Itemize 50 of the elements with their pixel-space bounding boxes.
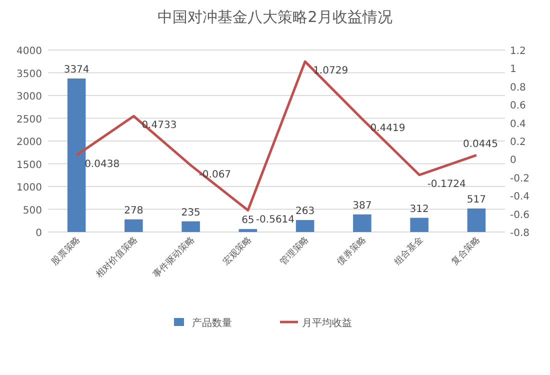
bar — [238, 229, 258, 232]
data-label: 517 — [466, 194, 486, 206]
data-label: 3374 — [64, 64, 90, 76]
y-tick-label: 4000 — [16, 46, 42, 57]
y2-tick-label: 1.2 — [510, 46, 526, 57]
y-tick-label: 2000 — [16, 137, 42, 148]
y2-tick-label: -0.8 — [510, 228, 530, 239]
data-label: 263 — [296, 206, 315, 218]
bar — [410, 218, 428, 232]
bar — [467, 208, 486, 232]
y2-tick-label: -0.4 — [510, 192, 530, 203]
y-tick-label: 1000 — [16, 182, 42, 194]
bar — [296, 220, 314, 232]
x-tick-label: 管理策略 — [278, 234, 312, 268]
data-label: 235 — [181, 207, 200, 218]
y-tick-label: 1500 — [16, 160, 42, 171]
data-label: 312 — [410, 204, 429, 215]
y2-tick-label: 0.2 — [510, 137, 526, 148]
y-tick-label: 3000 — [16, 92, 42, 102]
y2-tick-label: -0.6 — [510, 210, 530, 221]
y-tick-label: 0 — [36, 228, 42, 239]
data-label: 65 — [242, 215, 254, 226]
y2-tick-label: 0.4 — [510, 118, 526, 130]
y2-tick-label: 0 — [510, 155, 516, 166]
data-label: -0.5614 — [256, 214, 295, 226]
chart-title: 中国对冲基金八大策略2月收益情况 — [158, 8, 392, 26]
y2-tick-label: 0.6 — [510, 100, 526, 112]
y-tick-label: 3500 — [16, 68, 42, 80]
legend-label: 产品数量 — [192, 317, 232, 329]
bar — [124, 219, 143, 232]
x-tick-label: 宏观策略 — [220, 234, 254, 268]
y2-tick-label: 0.8 — [510, 82, 526, 94]
bar — [182, 221, 200, 232]
y2-tick-label: 1 — [510, 64, 516, 76]
y-tick-label: 500 — [22, 205, 42, 216]
data-label: 0.0445 — [462, 139, 498, 150]
x-tick-label: 事件驱动策略 — [150, 234, 197, 280]
bar — [67, 78, 86, 232]
x-tick-label: 债券策略 — [335, 234, 368, 268]
data-label: 278 — [124, 205, 144, 216]
x-tick-label: 股票策略 — [49, 234, 83, 268]
legend-label: 月平均收益 — [302, 317, 352, 329]
y2-tick-label: -0.2 — [510, 173, 530, 184]
x-tick-label: 组合基金 — [392, 234, 426, 268]
data-label: -0.1724 — [427, 178, 466, 190]
data-label: 387 — [352, 200, 372, 212]
bar — [353, 214, 372, 232]
x-tick-label: 相对价值策略 — [94, 234, 140, 280]
y-tick-label: 2500 — [16, 114, 42, 126]
x-tick-label: 复合策略 — [449, 234, 483, 268]
